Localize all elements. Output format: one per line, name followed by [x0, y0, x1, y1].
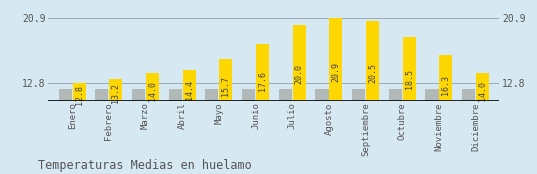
Bar: [132, 89, 145, 101]
Text: 20.9: 20.9: [331, 62, 340, 82]
Bar: [476, 73, 489, 101]
Text: 14.0: 14.0: [478, 81, 487, 101]
Bar: [462, 89, 475, 101]
Bar: [256, 44, 269, 101]
Bar: [293, 25, 306, 101]
Bar: [366, 21, 379, 101]
Bar: [219, 60, 233, 101]
Bar: [439, 55, 453, 101]
Bar: [403, 37, 416, 101]
Text: 17.6: 17.6: [258, 71, 267, 91]
Text: 15.7: 15.7: [221, 76, 230, 96]
Bar: [425, 89, 439, 101]
Text: 14.0: 14.0: [148, 81, 157, 101]
Text: Temperaturas Medias en huelamo: Temperaturas Medias en huelamo: [38, 159, 251, 172]
Bar: [146, 73, 159, 101]
Bar: [242, 89, 255, 101]
Bar: [95, 89, 108, 101]
Bar: [389, 89, 402, 101]
Bar: [315, 89, 329, 101]
Bar: [183, 70, 196, 101]
Bar: [59, 89, 72, 101]
Text: 16.3: 16.3: [441, 75, 451, 95]
Text: 20.0: 20.0: [295, 64, 304, 84]
Bar: [109, 79, 122, 101]
Bar: [72, 83, 86, 101]
Bar: [279, 89, 292, 101]
Bar: [329, 18, 343, 101]
Text: 14.4: 14.4: [185, 80, 194, 100]
Bar: [169, 89, 182, 101]
Text: 20.5: 20.5: [368, 63, 377, 83]
Bar: [205, 89, 219, 101]
Text: 13.2: 13.2: [111, 83, 120, 103]
Text: 18.5: 18.5: [405, 69, 413, 89]
Bar: [352, 89, 365, 101]
Text: 12.8: 12.8: [75, 85, 84, 105]
